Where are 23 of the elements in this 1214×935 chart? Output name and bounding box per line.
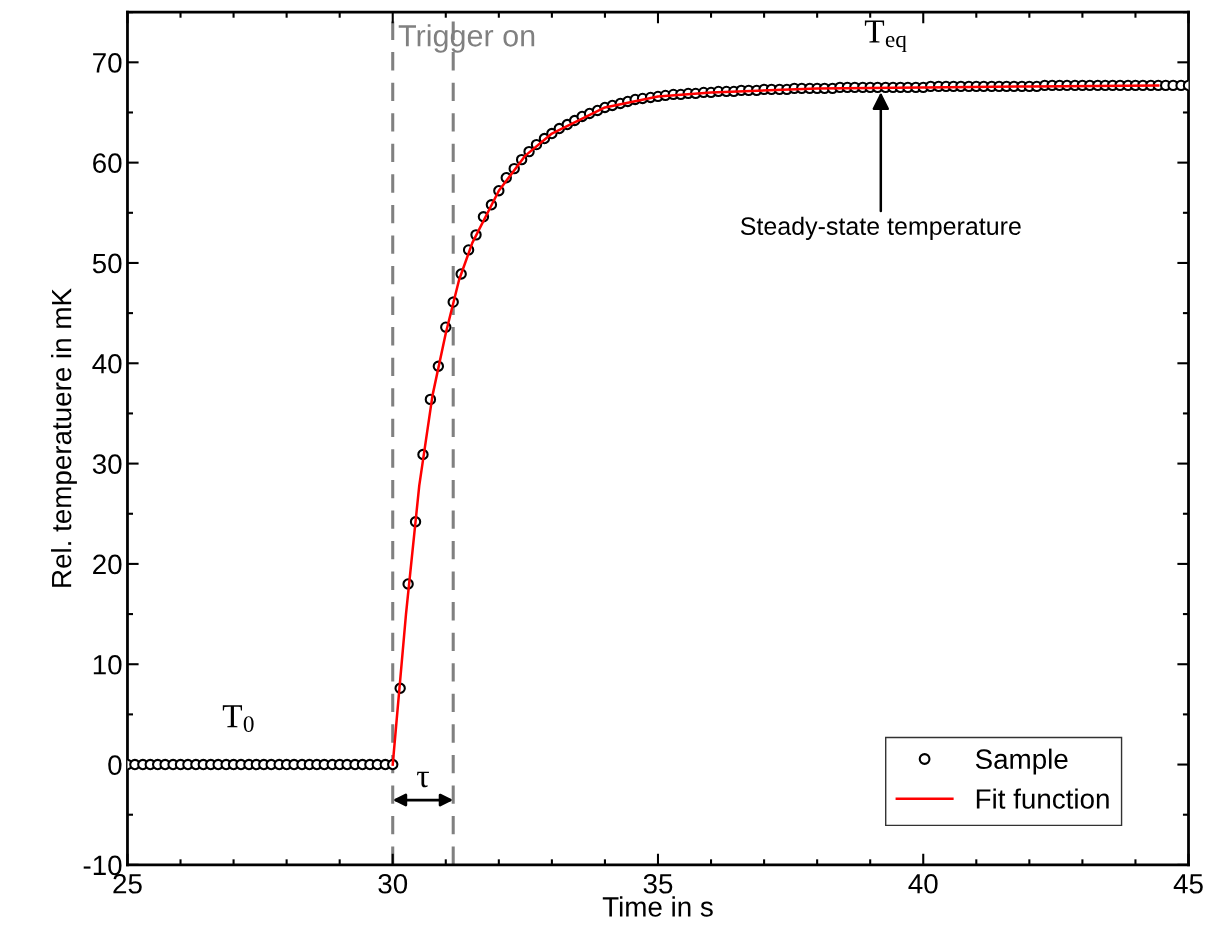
y-tick-label: 20 — [93, 554, 122, 575]
y-tick-label: 70 — [93, 52, 122, 73]
y-tick-label: 10 — [93, 654, 122, 675]
y-tick-label: -10 — [83, 855, 122, 876]
x-tick-label: 45 — [1173, 874, 1203, 894]
annotation: τ — [417, 771, 429, 788]
x-tick-label: 30 — [378, 873, 408, 894]
x-tick-label: 25 — [113, 873, 142, 894]
annotation: Steady-state temperature — [740, 216, 1021, 240]
y-tick-label: 30 — [92, 454, 122, 474]
legend-label: Sample — [975, 748, 1068, 775]
legend-label: Fit function — [976, 788, 1109, 809]
annotation: T$_{0}$ — [222, 705, 254, 732]
annotation: T$_{eq}$ — [864, 20, 907, 52]
y-axis-title: Rel. temperatuere in mK — [51, 288, 77, 587]
y-tick-label: 40 — [92, 353, 122, 374]
ref-line-label: Trigger on — [398, 24, 535, 53]
x-axis-title: Time in s — [602, 896, 713, 917]
y-tick-label: 60 — [93, 153, 122, 173]
x-tick-label: 35 — [643, 873, 673, 894]
y-tick-label: 50 — [92, 253, 122, 274]
x-tick-label: 40 — [908, 873, 938, 894]
y-tick-label: 0 — [108, 755, 122, 775]
